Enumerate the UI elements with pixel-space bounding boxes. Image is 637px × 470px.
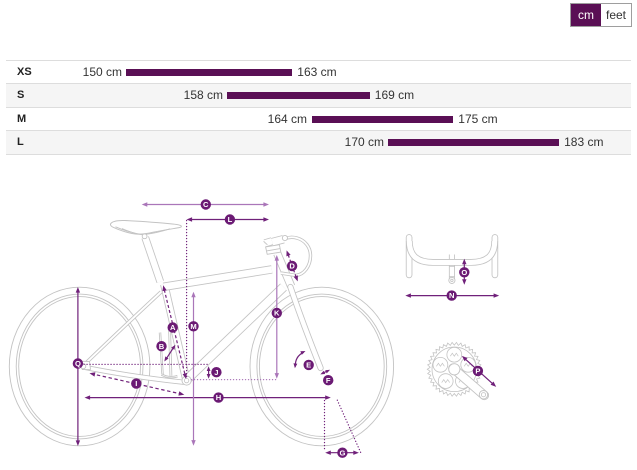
svg-text:K: K: [274, 309, 280, 318]
svg-text:O: O: [461, 268, 467, 277]
svg-text:D: D: [289, 262, 295, 271]
svg-text:N: N: [449, 291, 454, 300]
svg-text:Q: Q: [75, 359, 81, 368]
svg-text:P: P: [475, 367, 480, 376]
svg-text:H: H: [216, 393, 221, 402]
svg-text:C: C: [203, 200, 209, 209]
svg-text:I: I: [135, 379, 137, 388]
svg-text:F: F: [326, 376, 331, 385]
svg-text:G: G: [339, 448, 345, 457]
svg-text:E: E: [306, 361, 311, 370]
svg-text:M: M: [190, 322, 196, 331]
svg-text:A: A: [170, 323, 176, 332]
svg-text:J: J: [214, 368, 218, 377]
svg-text:L: L: [228, 215, 233, 224]
svg-text:B: B: [159, 342, 165, 351]
